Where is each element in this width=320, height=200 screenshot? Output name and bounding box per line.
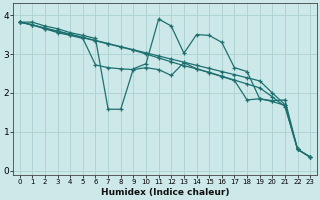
X-axis label: Humidex (Indice chaleur): Humidex (Indice chaleur) [101,188,229,197]
